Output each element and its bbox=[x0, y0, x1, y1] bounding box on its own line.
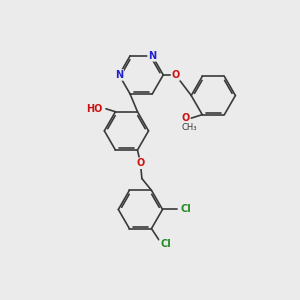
Text: Cl: Cl bbox=[180, 205, 191, 214]
Text: CH₃: CH₃ bbox=[182, 122, 197, 131]
Text: HO: HO bbox=[86, 104, 102, 114]
Text: O: O bbox=[182, 113, 190, 123]
Text: O: O bbox=[172, 70, 180, 80]
Text: N: N bbox=[115, 70, 123, 80]
Text: O: O bbox=[136, 158, 145, 168]
Text: Cl: Cl bbox=[160, 239, 171, 249]
Text: N: N bbox=[148, 51, 156, 61]
